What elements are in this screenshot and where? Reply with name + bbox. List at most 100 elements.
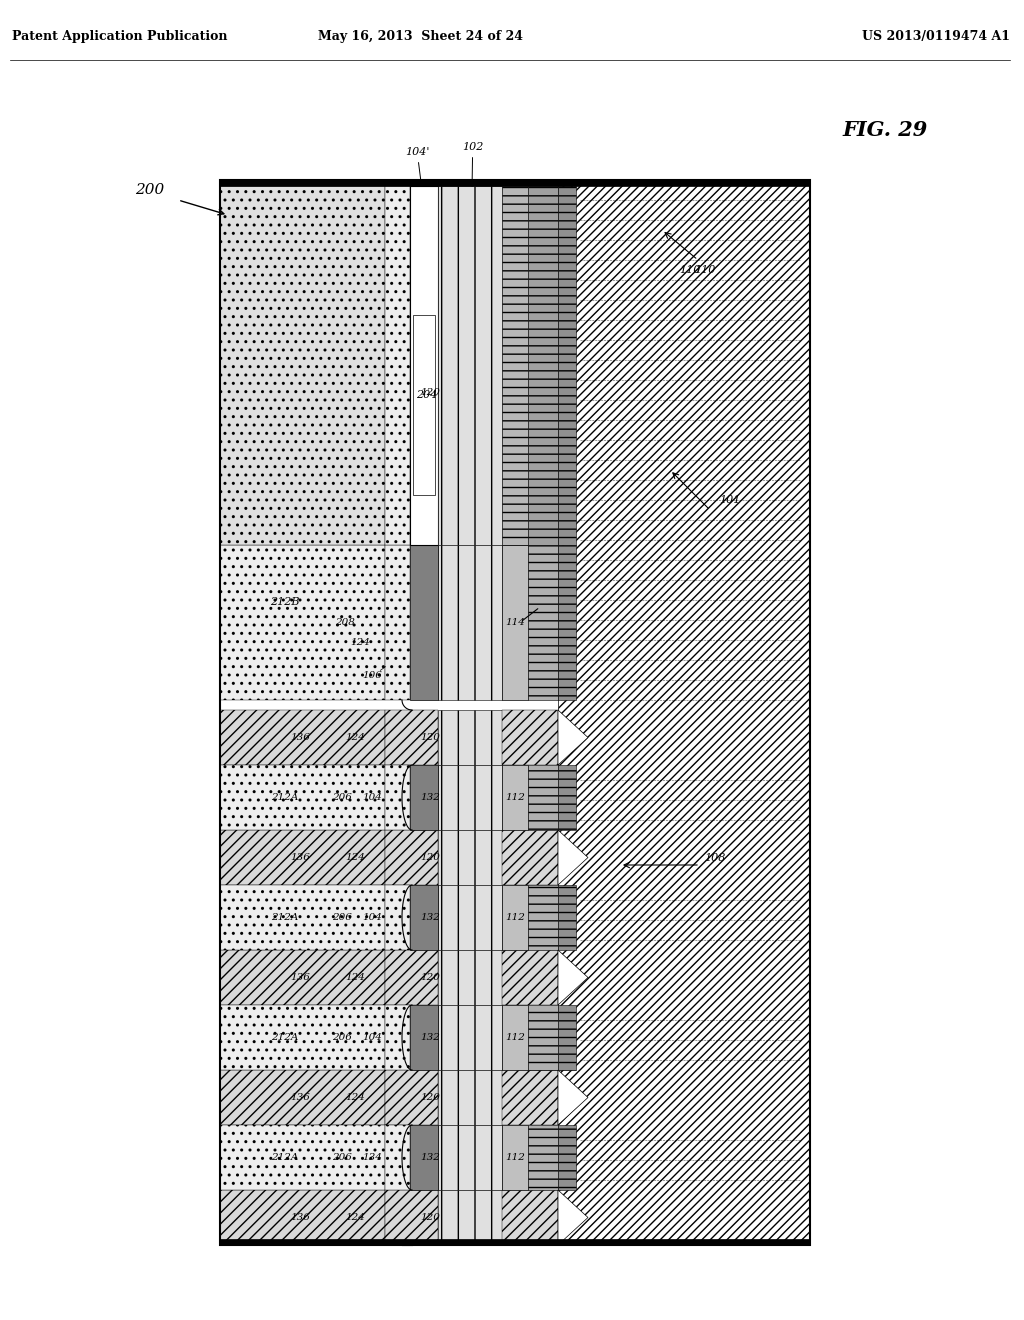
Bar xyxy=(528,1125,558,1191)
Bar xyxy=(220,950,385,1005)
Polygon shape xyxy=(558,710,588,766)
Bar xyxy=(502,545,528,700)
Bar xyxy=(438,950,502,1005)
Text: 110: 110 xyxy=(679,265,700,275)
Text: Patent Application Publication: Patent Application Publication xyxy=(12,30,227,44)
Text: 212A: 212A xyxy=(271,913,299,921)
Bar xyxy=(438,766,502,830)
Bar xyxy=(438,186,502,545)
Text: 136: 136 xyxy=(290,973,310,982)
Bar xyxy=(385,1191,438,1245)
Bar xyxy=(220,1239,810,1245)
Bar xyxy=(220,180,810,1245)
Bar xyxy=(410,545,438,700)
Bar xyxy=(413,315,435,495)
Bar xyxy=(385,186,558,1239)
Text: 120: 120 xyxy=(420,388,440,397)
Text: 136: 136 xyxy=(290,1213,310,1222)
Bar xyxy=(502,186,528,545)
Text: 206: 206 xyxy=(332,913,352,921)
Bar xyxy=(410,1125,438,1191)
Text: 104': 104' xyxy=(406,147,429,186)
Text: 104: 104 xyxy=(362,1034,382,1041)
Bar xyxy=(438,1005,502,1071)
Text: 112: 112 xyxy=(505,1152,525,1162)
Bar xyxy=(385,1005,410,1071)
Bar xyxy=(220,710,385,766)
Bar xyxy=(502,950,558,1005)
Bar xyxy=(220,1125,385,1191)
Text: 106: 106 xyxy=(362,671,382,680)
Text: 102: 102 xyxy=(462,143,483,186)
Bar xyxy=(558,766,575,830)
Bar xyxy=(528,884,558,950)
Bar xyxy=(558,1005,575,1071)
Bar xyxy=(502,830,558,884)
Bar xyxy=(220,830,385,884)
Bar xyxy=(220,1071,385,1125)
Bar xyxy=(220,1191,385,1245)
Bar xyxy=(528,545,558,700)
Bar xyxy=(438,1125,502,1191)
Bar xyxy=(502,1125,528,1191)
Text: 124: 124 xyxy=(345,733,365,742)
Bar xyxy=(410,766,438,830)
Text: US 2013/0119474 A1: US 2013/0119474 A1 xyxy=(862,30,1010,44)
Bar xyxy=(438,830,502,884)
Text: 124: 124 xyxy=(345,1213,365,1222)
Bar xyxy=(410,186,438,545)
Polygon shape xyxy=(558,1071,588,1125)
Bar xyxy=(438,1071,502,1125)
Text: 112: 112 xyxy=(505,913,525,921)
Text: 206: 206 xyxy=(332,793,352,803)
Text: 206: 206 xyxy=(332,1152,352,1162)
Text: 101: 101 xyxy=(719,495,740,506)
Bar xyxy=(558,186,575,545)
Text: 136: 136 xyxy=(290,733,310,742)
Text: 132: 132 xyxy=(420,1152,440,1162)
Text: 112: 112 xyxy=(505,1034,525,1041)
Polygon shape xyxy=(558,1191,588,1245)
Bar xyxy=(558,545,575,700)
Polygon shape xyxy=(558,950,588,1005)
Bar xyxy=(220,545,385,700)
Text: 104: 104 xyxy=(362,793,382,803)
Text: 124: 124 xyxy=(345,973,365,982)
Bar xyxy=(558,1125,575,1191)
Text: 112: 112 xyxy=(505,793,525,803)
Text: 120: 120 xyxy=(420,1213,440,1222)
Text: 136: 136 xyxy=(290,1093,310,1102)
Bar xyxy=(410,884,438,950)
Bar xyxy=(385,186,410,545)
Bar xyxy=(385,830,438,884)
Bar xyxy=(502,884,528,950)
Bar xyxy=(438,710,502,766)
Text: 212A: 212A xyxy=(271,793,299,803)
Text: May 16, 2013  Sheet 24 of 24: May 16, 2013 Sheet 24 of 24 xyxy=(317,30,522,44)
Text: 132: 132 xyxy=(420,1034,440,1041)
Text: 212B: 212B xyxy=(270,598,300,607)
Text: 124: 124 xyxy=(350,638,370,647)
Bar xyxy=(220,766,385,830)
Text: 136: 136 xyxy=(290,853,310,862)
Text: 206: 206 xyxy=(332,1034,352,1041)
Text: FIG. 29: FIG. 29 xyxy=(843,120,928,140)
Bar xyxy=(385,1071,438,1125)
Text: 132: 132 xyxy=(420,913,440,921)
Bar xyxy=(528,766,558,830)
Text: 104: 104 xyxy=(362,913,382,921)
Text: 132: 132 xyxy=(420,793,440,803)
Bar xyxy=(385,710,438,766)
Bar xyxy=(220,180,810,1245)
Text: 208: 208 xyxy=(335,618,355,627)
Text: 212A: 212A xyxy=(271,1152,299,1162)
Text: 110: 110 xyxy=(694,265,716,275)
Bar xyxy=(502,1005,528,1071)
Bar xyxy=(220,1005,385,1071)
Bar xyxy=(385,766,410,830)
Bar xyxy=(220,180,810,186)
Bar xyxy=(558,180,810,1245)
Text: 120: 120 xyxy=(420,853,440,862)
Text: 120: 120 xyxy=(420,1093,440,1102)
Bar xyxy=(438,884,502,950)
